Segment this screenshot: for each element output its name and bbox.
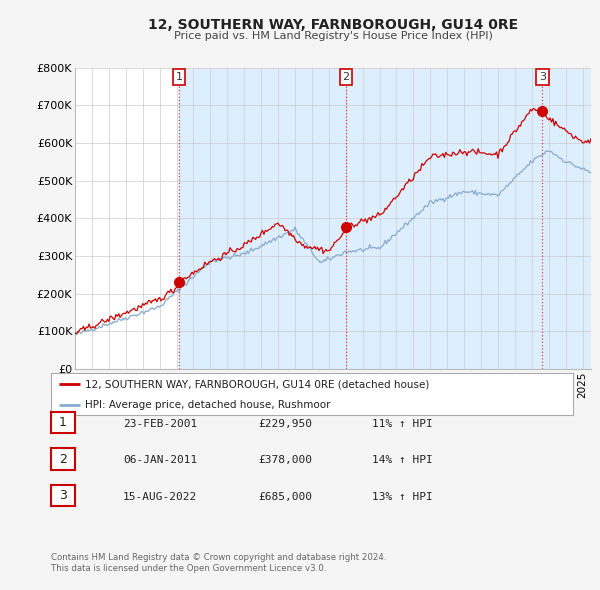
Text: 06-JAN-2011: 06-JAN-2011 bbox=[123, 455, 197, 465]
Text: 1: 1 bbox=[59, 416, 67, 429]
Text: Price paid vs. HM Land Registry's House Price Index (HPI): Price paid vs. HM Land Registry's House … bbox=[173, 31, 493, 41]
Text: 2: 2 bbox=[59, 453, 67, 466]
Text: 15-AUG-2022: 15-AUG-2022 bbox=[123, 492, 197, 502]
Text: 1: 1 bbox=[176, 72, 182, 82]
Text: 13% ↑ HPI: 13% ↑ HPI bbox=[372, 492, 433, 502]
Text: 2: 2 bbox=[343, 72, 350, 82]
Bar bbox=[179, 68, 346, 369]
Text: 3: 3 bbox=[539, 72, 546, 82]
Bar bbox=[542, 68, 591, 369]
Text: HPI: Average price, detached house, Rushmoor: HPI: Average price, detached house, Rush… bbox=[85, 400, 331, 409]
Text: £378,000: £378,000 bbox=[258, 455, 312, 465]
Text: £685,000: £685,000 bbox=[258, 492, 312, 502]
Text: £229,950: £229,950 bbox=[258, 419, 312, 428]
Text: Contains HM Land Registry data © Crown copyright and database right 2024.
This d: Contains HM Land Registry data © Crown c… bbox=[51, 553, 386, 573]
Text: 14% ↑ HPI: 14% ↑ HPI bbox=[372, 455, 433, 465]
Text: 12, SOUTHERN WAY, FARNBOROUGH, GU14 0RE: 12, SOUTHERN WAY, FARNBOROUGH, GU14 0RE bbox=[148, 18, 518, 32]
Text: 3: 3 bbox=[59, 489, 67, 502]
Text: 11% ↑ HPI: 11% ↑ HPI bbox=[372, 419, 433, 428]
Text: 23-FEB-2001: 23-FEB-2001 bbox=[123, 419, 197, 428]
Text: 12, SOUTHERN WAY, FARNBOROUGH, GU14 0RE (detached house): 12, SOUTHERN WAY, FARNBOROUGH, GU14 0RE … bbox=[85, 379, 430, 389]
Bar bbox=[346, 68, 542, 369]
